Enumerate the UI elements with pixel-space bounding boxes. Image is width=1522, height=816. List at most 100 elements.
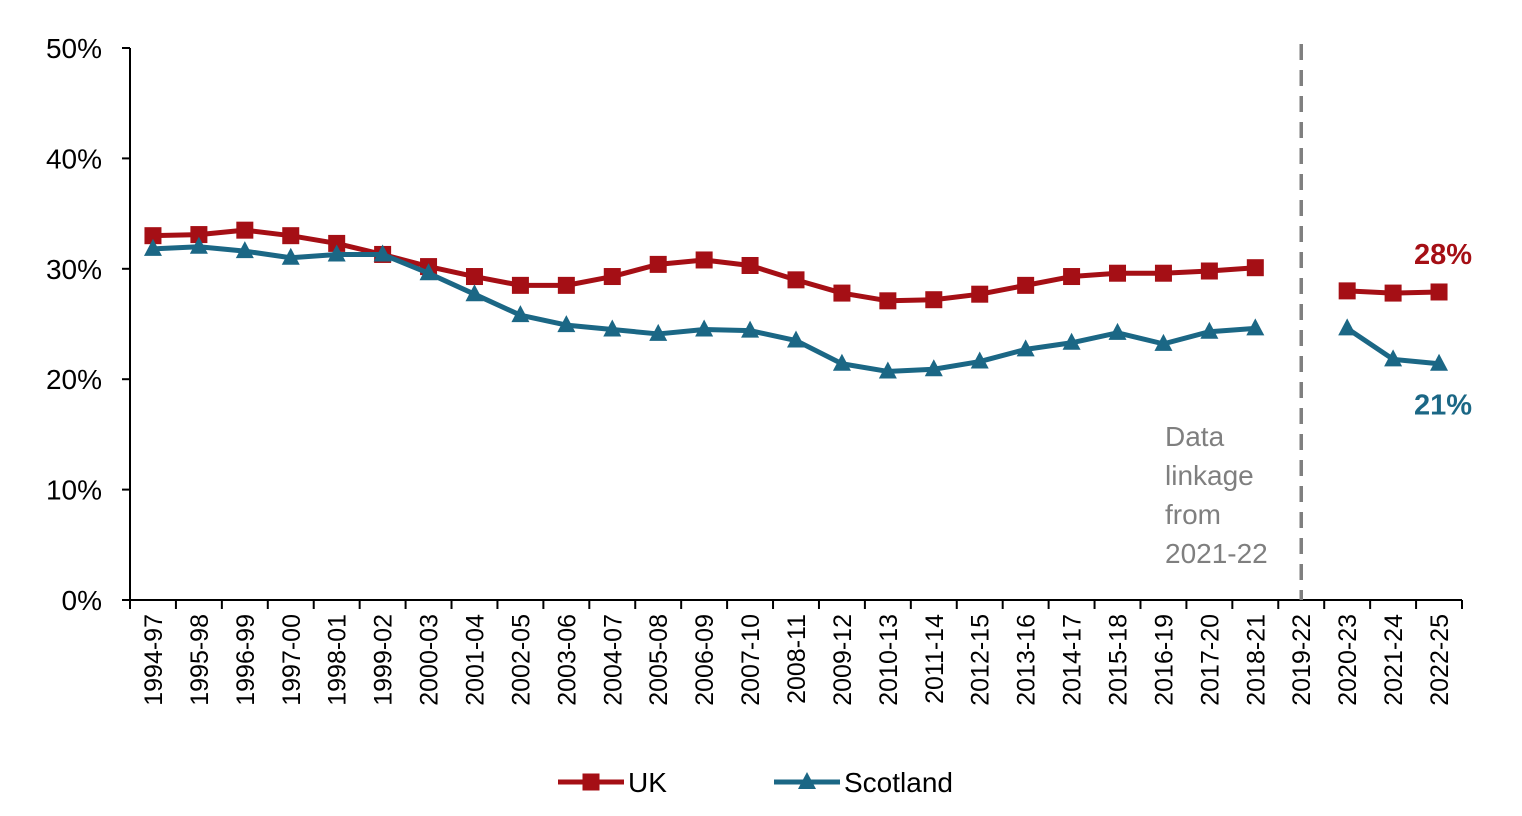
x-tick-label: 2012-15 bbox=[967, 614, 995, 706]
y-axis: 0% 10% 20% 30% 40% 50% bbox=[46, 33, 131, 616]
end-labels: 28% 21% bbox=[1414, 239, 1472, 422]
x-tick-label: 1998-01 bbox=[324, 614, 352, 706]
data-point bbox=[1200, 321, 1219, 339]
data-point bbox=[741, 256, 759, 274]
series-layer bbox=[143, 221, 1449, 379]
x-tick-label: 2019-22 bbox=[1288, 614, 1316, 706]
y-tick-label: 10% bbox=[46, 475, 102, 506]
data-point bbox=[1384, 284, 1402, 302]
x-tick-label: 2018-21 bbox=[1242, 614, 1270, 706]
x-tick-label: 1996-99 bbox=[232, 614, 260, 706]
data-point bbox=[1154, 264, 1172, 282]
data-point bbox=[236, 221, 254, 239]
x-tick-label: 2002-05 bbox=[507, 614, 535, 706]
data-point bbox=[373, 244, 392, 262]
x-tick-label: 2000-03 bbox=[416, 614, 444, 706]
x-tick-label: 2021-24 bbox=[1380, 614, 1408, 706]
x-axis: 1994-97 1995-98 1996-99 1997-00 1998-01 1999-… bbox=[129, 599, 1463, 706]
y-tick-label: 30% bbox=[46, 254, 102, 285]
x-tick-label: 2020-23 bbox=[1334, 614, 1362, 706]
data-point bbox=[879, 292, 897, 310]
data-point bbox=[1109, 264, 1127, 282]
data-point bbox=[328, 234, 346, 252]
x-tick-label: 2004-07 bbox=[599, 614, 627, 706]
end-label-uk: 28% bbox=[1414, 239, 1472, 271]
x-tick-label: 2022-25 bbox=[1426, 614, 1454, 706]
data-point bbox=[878, 361, 897, 379]
x-tick-label: 2008-11 bbox=[783, 614, 811, 704]
x-tick-label: 2010-13 bbox=[875, 614, 903, 706]
y-tick-label: 50% bbox=[46, 33, 102, 64]
x-tick-label: 2014-17 bbox=[1059, 614, 1087, 706]
data-point bbox=[1200, 262, 1218, 280]
data-point bbox=[282, 227, 300, 245]
data-point bbox=[1384, 349, 1403, 367]
series-uk bbox=[144, 221, 1448, 310]
data-point bbox=[511, 276, 529, 294]
data-point bbox=[143, 238, 162, 256]
data-point bbox=[924, 359, 943, 377]
x-tick-label: 1994-97 bbox=[140, 614, 168, 706]
data-point bbox=[1017, 276, 1035, 294]
x-tick-label: 2005-08 bbox=[645, 614, 673, 706]
annotation-line: 2021-22 bbox=[1165, 538, 1268, 569]
legend-marker bbox=[582, 773, 600, 791]
x-tick-label: 1999-02 bbox=[370, 614, 398, 706]
x-tick-label: 2013-16 bbox=[1013, 614, 1041, 706]
data-point bbox=[603, 268, 621, 286]
annotation-line: from bbox=[1165, 499, 1221, 530]
annotation-line: linkage bbox=[1165, 460, 1254, 491]
x-tick-label: 2001-04 bbox=[461, 614, 489, 706]
data-point bbox=[1016, 339, 1035, 357]
data-point bbox=[189, 236, 208, 254]
data-point bbox=[971, 285, 989, 303]
legend: UK Scotland bbox=[558, 767, 953, 798]
data-point bbox=[235, 241, 254, 259]
data-point bbox=[695, 251, 713, 269]
data-point bbox=[741, 320, 760, 338]
x-tick-label: 2007-10 bbox=[737, 614, 765, 706]
data-point bbox=[787, 271, 805, 289]
data-point bbox=[1338, 318, 1357, 336]
data-point bbox=[970, 351, 989, 369]
data-point bbox=[787, 330, 805, 348]
data-point bbox=[1338, 282, 1356, 300]
legend-label: Scotland bbox=[844, 767, 953, 798]
x-tick-label: 1995-98 bbox=[186, 614, 214, 706]
x-tick-label: 1997-00 bbox=[278, 614, 306, 706]
end-label-scotland: 21% bbox=[1414, 390, 1472, 422]
data-point bbox=[281, 247, 300, 265]
x-tick-label: 2016-19 bbox=[1150, 614, 1178, 706]
x-tick-label: 2015-18 bbox=[1105, 614, 1133, 706]
data-linkage-annotation: Data linkage from 2021-22 bbox=[1165, 421, 1268, 569]
data-point bbox=[557, 276, 575, 294]
data-point bbox=[557, 315, 576, 333]
legend-item-uk: UK bbox=[558, 767, 667, 798]
annotation-line: Data bbox=[1165, 421, 1225, 452]
y-tick-label: 0% bbox=[62, 585, 102, 616]
data-point bbox=[649, 255, 667, 273]
legend-item-scotland: Scotland bbox=[774, 767, 953, 798]
y-tick-label: 20% bbox=[46, 364, 102, 395]
data-point bbox=[511, 305, 530, 323]
data-point bbox=[1430, 283, 1448, 301]
data-point bbox=[190, 226, 208, 244]
data-point bbox=[925, 291, 943, 309]
x-tick-label: 2009-12 bbox=[829, 614, 857, 706]
x-tick-label: 2017-20 bbox=[1196, 614, 1224, 706]
data-point bbox=[1062, 332, 1081, 350]
data-point bbox=[1063, 268, 1081, 286]
legend-label: UK bbox=[628, 767, 667, 798]
data-point bbox=[144, 227, 162, 245]
data-point bbox=[1108, 322, 1127, 340]
data-point bbox=[603, 319, 622, 337]
data-point bbox=[1154, 333, 1173, 351]
data-point bbox=[465, 268, 483, 286]
data-point bbox=[1246, 259, 1264, 277]
data-point bbox=[327, 244, 346, 262]
data-point bbox=[1246, 318, 1265, 336]
y-tick-label: 40% bbox=[46, 143, 102, 174]
data-point bbox=[649, 323, 668, 341]
